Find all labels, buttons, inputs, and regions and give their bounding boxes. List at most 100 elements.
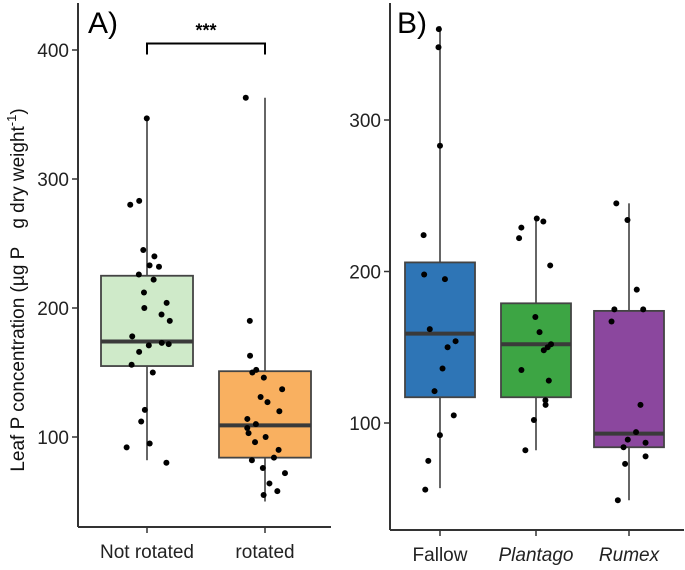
panel-a: A) Leaf P concentration (µg P g dry weigh… (4, 3, 331, 563)
x-category-label: Rumex (599, 545, 661, 566)
data-point (264, 399, 271, 406)
data-point (441, 276, 448, 283)
data-point (452, 338, 459, 345)
data-point (275, 446, 282, 453)
data-point (611, 306, 618, 313)
data-point (542, 397, 549, 404)
data-point (450, 412, 457, 419)
data-point (242, 94, 249, 101)
data-point (518, 224, 525, 231)
panel-b: B) 100 200 300 Fallow Plantago Rumex (349, 3, 684, 566)
data-point (155, 263, 162, 270)
data-point (146, 262, 153, 269)
x-category-label: Plantago (498, 545, 573, 566)
data-point (518, 366, 525, 373)
data-point (145, 342, 152, 349)
data-point (129, 333, 136, 340)
data-point (141, 305, 148, 311)
box-rotated (218, 370, 312, 459)
data-point (274, 488, 281, 495)
data-point (146, 440, 153, 447)
y-axis-title: Leaf P concentration (µg P g dry weight-1… (4, 108, 29, 471)
data-point (270, 454, 277, 461)
data-point (435, 26, 442, 33)
data-point (158, 339, 165, 346)
data-point (253, 366, 260, 373)
data-point (260, 374, 267, 381)
data-point (436, 142, 443, 149)
data-point (262, 434, 269, 440)
y-tick-label: 400 (37, 41, 69, 62)
data-point (123, 444, 130, 451)
data-point (128, 361, 135, 368)
data-point (246, 317, 253, 324)
data-point (640, 306, 647, 313)
y-tick-label: 100 (37, 428, 69, 449)
data-point (260, 492, 267, 499)
significance-label: *** (195, 21, 216, 41)
data-point (547, 262, 554, 269)
data-point (163, 459, 170, 466)
data-point (436, 432, 443, 439)
data-point (435, 44, 442, 51)
y-tick-label: 300 (37, 170, 69, 191)
data-point (420, 232, 427, 239)
data-point (422, 486, 429, 493)
data-point (540, 218, 547, 225)
data-point (143, 115, 150, 122)
data-point (163, 299, 170, 306)
y-tick-label: 200 (349, 263, 381, 284)
data-point (248, 457, 255, 464)
y-tick-label: 100 (349, 414, 381, 435)
data-point (252, 439, 259, 446)
data-point (276, 408, 283, 415)
data-point (642, 439, 649, 446)
data-point (266, 480, 273, 487)
data-point (252, 421, 259, 428)
y-axis-title-sup: -1 (4, 115, 19, 127)
data-point (281, 470, 288, 477)
panel-a-label: A) (88, 7, 118, 40)
panel-b-label: B) (397, 7, 427, 40)
data-point (542, 401, 549, 408)
data-point (608, 318, 615, 325)
data-point (244, 415, 251, 422)
data-point (138, 418, 145, 425)
data-point (516, 235, 523, 242)
data-point (622, 460, 629, 467)
data-point (614, 497, 621, 504)
data-point (613, 200, 620, 207)
data-point (136, 197, 143, 204)
data-point (425, 457, 432, 464)
data-point (140, 246, 147, 253)
data-point (545, 377, 552, 384)
x-category-label: Not rotated (100, 542, 194, 563)
y-axis-title-main: Leaf P concentration (µg P (8, 247, 29, 472)
y-tick-label: 300 (349, 111, 381, 132)
data-point (637, 401, 644, 408)
data-point (244, 424, 251, 431)
box-rumex (593, 309, 665, 449)
data-point (245, 430, 252, 437)
data-point (522, 447, 529, 454)
data-point (165, 341, 172, 348)
significance-bracket (146, 42, 266, 55)
data-point (149, 369, 156, 376)
data-point (431, 388, 438, 395)
svg-text:Leaf P concentration (µg Pg dr: Leaf P concentration (µg P g dry weight-1… (4, 108, 29, 471)
x-category-label: Fallow (413, 545, 468, 566)
data-point (536, 329, 543, 336)
data-point (533, 215, 540, 222)
data-point (166, 317, 173, 324)
data-point (624, 216, 631, 223)
data-point (421, 271, 428, 278)
data-point (620, 444, 627, 451)
x-category-label: rotated (235, 542, 294, 563)
data-point (642, 453, 649, 460)
y-axis-title-rest: g dry weight (8, 126, 29, 229)
data-point (624, 436, 631, 443)
data-point (444, 344, 451, 351)
data-point (532, 313, 539, 320)
data-point (279, 386, 286, 393)
